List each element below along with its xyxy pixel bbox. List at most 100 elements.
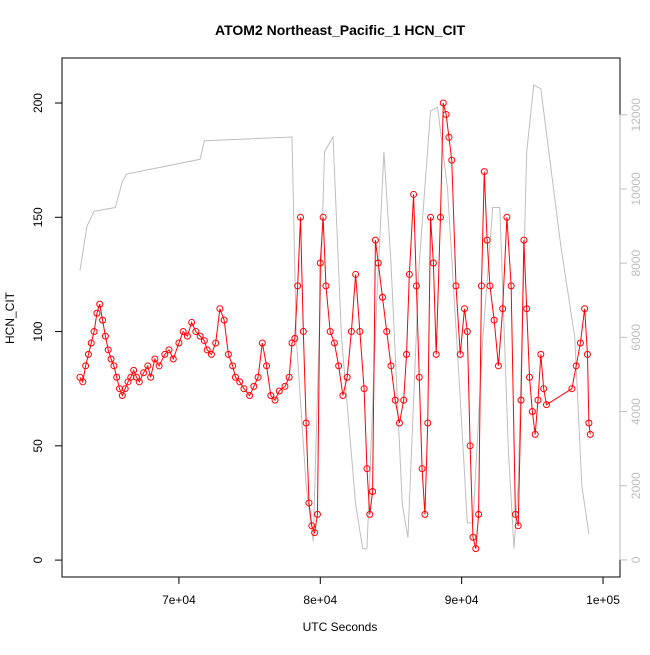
data-point — [528, 408, 536, 416]
data-point — [192, 328, 200, 336]
data-point — [104, 346, 112, 354]
data-point — [299, 328, 307, 336]
data-point — [118, 392, 126, 400]
data-point — [144, 362, 152, 370]
data-point — [572, 362, 580, 370]
data-point — [436, 213, 444, 221]
data-point — [90, 328, 98, 336]
data-point — [147, 373, 155, 381]
data-point — [371, 236, 379, 244]
x-tick-label: 1e+05 — [586, 593, 620, 607]
y-axis-label: HCN_CIT — [3, 291, 17, 344]
data-point — [347, 328, 355, 336]
data-point — [285, 373, 293, 381]
data-point — [236, 378, 244, 386]
data-point — [326, 328, 334, 336]
data-point — [82, 362, 90, 370]
data-point — [224, 350, 232, 358]
y2-tick-label: 6000 — [629, 324, 643, 351]
data-point — [281, 382, 289, 390]
data-point — [542, 401, 550, 409]
data-point — [460, 305, 468, 313]
data-point — [378, 293, 386, 301]
data-point — [427, 213, 435, 221]
data-point — [442, 110, 450, 118]
y-tick-label: 200 — [31, 93, 45, 113]
data-point — [507, 282, 515, 290]
data-point — [296, 213, 304, 221]
data-point — [113, 373, 121, 381]
data-point — [93, 309, 101, 317]
data-point — [316, 259, 324, 267]
data-point — [101, 332, 109, 340]
data-point — [305, 499, 313, 507]
data-point — [200, 337, 208, 345]
data-point — [169, 355, 177, 363]
data-point — [250, 382, 258, 390]
data-point — [313, 510, 321, 518]
data-point — [581, 305, 589, 313]
data-point — [480, 168, 488, 176]
y-tick-label: 150 — [31, 207, 45, 227]
data-point — [263, 362, 271, 370]
data-point — [155, 362, 163, 370]
y2-tick-label: 4000 — [629, 398, 643, 425]
data-point — [503, 213, 511, 221]
data-point — [534, 396, 542, 404]
data-point — [330, 339, 338, 347]
data-point — [110, 362, 118, 370]
series-line — [79, 102, 591, 549]
data-point — [212, 339, 220, 347]
data-point — [421, 510, 429, 518]
x-axis-label: UTC Seconds — [303, 620, 378, 634]
data-point — [246, 392, 254, 400]
data-point — [207, 350, 215, 358]
data-point — [486, 282, 494, 290]
data-point — [343, 373, 351, 381]
data-point — [254, 373, 262, 381]
data-point — [240, 385, 248, 393]
data-point — [585, 419, 593, 427]
data-point — [311, 529, 319, 537]
data-point — [271, 396, 279, 404]
data-point — [366, 510, 374, 518]
data-point — [107, 355, 115, 363]
data-point — [429, 259, 437, 267]
data-point — [477, 282, 485, 290]
data-point — [576, 339, 584, 347]
data-point — [514, 522, 522, 530]
data-point — [520, 236, 528, 244]
data-point — [335, 362, 343, 370]
x-tick-label: 7e+04 — [162, 593, 196, 607]
y-tick-label: 100 — [31, 321, 45, 341]
data-point — [79, 378, 87, 386]
data-point — [151, 355, 159, 363]
data-point — [308, 522, 316, 530]
data-point — [448, 156, 456, 164]
data-point — [475, 510, 483, 518]
data-point — [188, 318, 196, 326]
data-point — [537, 350, 545, 358]
data-point — [319, 213, 327, 221]
data-point — [352, 270, 360, 278]
data-point — [424, 419, 432, 427]
data-point — [322, 282, 330, 290]
data-point — [511, 510, 519, 518]
y2-tick-label: 0 — [629, 556, 643, 563]
data-point — [517, 396, 525, 404]
data-point — [99, 316, 107, 324]
data-point — [291, 334, 299, 342]
data-point — [586, 430, 594, 438]
data-point — [410, 190, 418, 198]
y2-tick-label: 8000 — [629, 249, 643, 276]
series-line — [79, 84, 590, 550]
data-point — [196, 332, 204, 340]
data-point — [175, 339, 183, 347]
data-point — [483, 236, 491, 244]
y2-tick-label: 2000 — [629, 472, 643, 499]
y2-tick-label: 12000 — [629, 98, 643, 132]
data-point — [383, 328, 391, 336]
data-point — [456, 350, 464, 358]
data-point — [463, 328, 471, 336]
